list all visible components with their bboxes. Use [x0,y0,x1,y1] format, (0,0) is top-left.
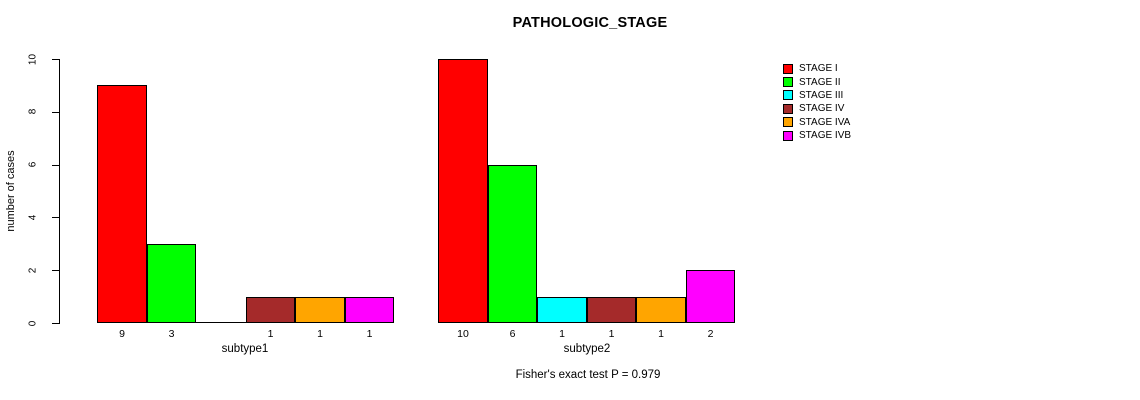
bar-stage-iva-subtype2 [636,297,686,323]
legend-swatch-stage-ivb [783,130,793,141]
y-axis-tick [52,323,59,324]
legend-item-stage-i: STAGE I [783,62,851,75]
bar-value-label-stage-iv-subtype1: 1 [267,328,274,340]
legend-item-stage-iii: STAGE III [783,89,851,102]
legend-swatch-stage-i [783,63,793,74]
legend-label-stage-ii: STAGE II [799,76,841,88]
legend-item-stage-ivb: STAGE IVB [783,129,851,142]
legend-swatch-stage-iii [783,90,793,101]
legend-label-stage-iva: STAGE IVA [799,116,851,128]
y-axis-tick-label: 0 [27,320,39,326]
y-axis-tick-label: 6 [27,161,39,168]
bar-stage-ivb-subtype2 [686,270,735,323]
y-axis-line [59,59,60,324]
legend-label-stage-ivb: STAGE IVB [799,130,852,142]
bar-value-label-stage-ii-subtype2: 6 [509,328,516,340]
y-axis-tick [52,111,59,113]
legend-label-stage-iii: STAGE III [799,89,844,101]
bar-stage-i-subtype1 [97,85,147,323]
bar-value-label-stage-iii-subtype2: 1 [559,328,565,340]
y-axis-tick-label: 10 [27,53,39,65]
group-label-subtype1: subtype1 [221,343,269,355]
y-axis-tick [52,164,59,166]
bar-value-label-stage-ivb-subtype1: 1 [366,328,373,340]
fisher-test-annotation: Fisher's exact test P = 0.979 [515,369,661,381]
legend-swatch-stage-ii [783,77,793,88]
legend-swatch-stage-iva [783,117,793,128]
y-axis-label: number of cases [5,150,17,232]
y-axis-tick [52,270,59,272]
y-axis-tick [52,217,59,219]
legend-item-stage-iv: STAGE IV [783,102,851,115]
bar-stage-iii-subtype1-zero-line [196,322,246,323]
y-axis-tick [52,59,59,60]
bar-stage-i-subtype2 [438,59,488,323]
legend-label-stage-iv: STAGE IV [799,103,845,115]
bar-stage-ii-subtype2 [488,165,537,323]
legend: STAGE I STAGE II STAGE III STAGE IV STAGE IV… [783,62,851,142]
bar-value-label-stage-i-subtype2: 10 [457,328,469,340]
y-axis-tick-label: 2 [27,267,39,273]
bar-stage-ii-subtype1 [147,244,196,323]
legend-item-stage-iva: STAGE IVA [783,116,851,129]
bar-value-label-stage-iv-subtype2: 1 [608,328,615,340]
bar-value-label-stage-iva-subtype2: 1 [658,328,664,340]
group-label-subtype2: subtype2 [563,343,611,355]
bar-value-label-stage-ivb-subtype2: 2 [707,328,714,340]
bar-value-label-stage-iva-subtype1: 1 [317,328,323,340]
y-axis-tick-label: 4 [27,214,39,221]
bar-stage-iv-subtype1 [246,297,295,323]
legend-item-stage-ii: STAGE II [783,75,851,88]
chart-title: PATHOLOGIC_STAGE [512,15,668,31]
bar-stage-iii-subtype2 [537,297,587,323]
bar-value-label-stage-i-subtype1: 9 [119,328,125,340]
bar-stage-iv-subtype2 [587,297,636,323]
legend-swatch-stage-iv [783,103,793,114]
bar-value-label-stage-ii-subtype1: 3 [168,328,175,340]
bar-stage-iva-subtype1 [295,297,345,323]
legend-label-stage-i: STAGE I [799,63,838,75]
y-axis-tick-label: 8 [27,109,39,115]
bar-stage-ivb-subtype1 [345,297,394,323]
